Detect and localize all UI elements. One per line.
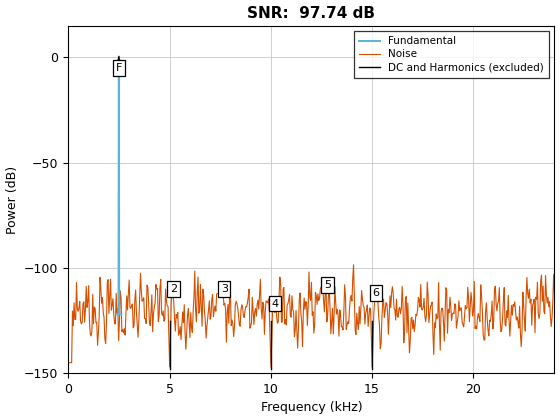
Noise: [433, 311, 440, 316]
Noise: [166, 364, 173, 369]
Noise: [350, 262, 357, 267]
Line: Noise: Noise: [69, 265, 554, 367]
Noise: [353, 311, 360, 316]
Text: 3: 3: [221, 284, 228, 294]
Noise: [551, 290, 558, 295]
Fundamental: [118, 312, 125, 317]
X-axis label: Frequency (kHz): Frequency (kHz): [260, 402, 362, 415]
Fundamental: [115, 312, 122, 317]
Text: 2: 2: [170, 284, 177, 294]
Noise: [66, 360, 73, 365]
Legend: Fundamental, Noise, DC and Harmonics (excluded): Fundamental, Noise, DC and Harmonics (ex…: [354, 31, 549, 78]
DC and Harmonics (excluded): [166, 318, 173, 323]
Noise: [391, 307, 398, 312]
Title: SNR:  97.74 dB: SNR: 97.74 dB: [248, 5, 375, 21]
Line: Fundamental: Fundamental: [116, 56, 122, 314]
DC and Harmonics (excluded): [166, 366, 173, 371]
Text: 6: 6: [372, 288, 380, 302]
Fundamental: [113, 312, 120, 317]
Text: 5: 5: [324, 280, 331, 290]
Fundamental: [116, 312, 123, 317]
Text: 4: 4: [271, 299, 278, 312]
Y-axis label: Power (dB): Power (dB): [6, 165, 18, 234]
Noise: [286, 292, 293, 297]
Text: F: F: [116, 57, 122, 73]
Noise: [152, 300, 158, 305]
Fundamental: [115, 54, 122, 59]
Noise: [192, 269, 198, 274]
